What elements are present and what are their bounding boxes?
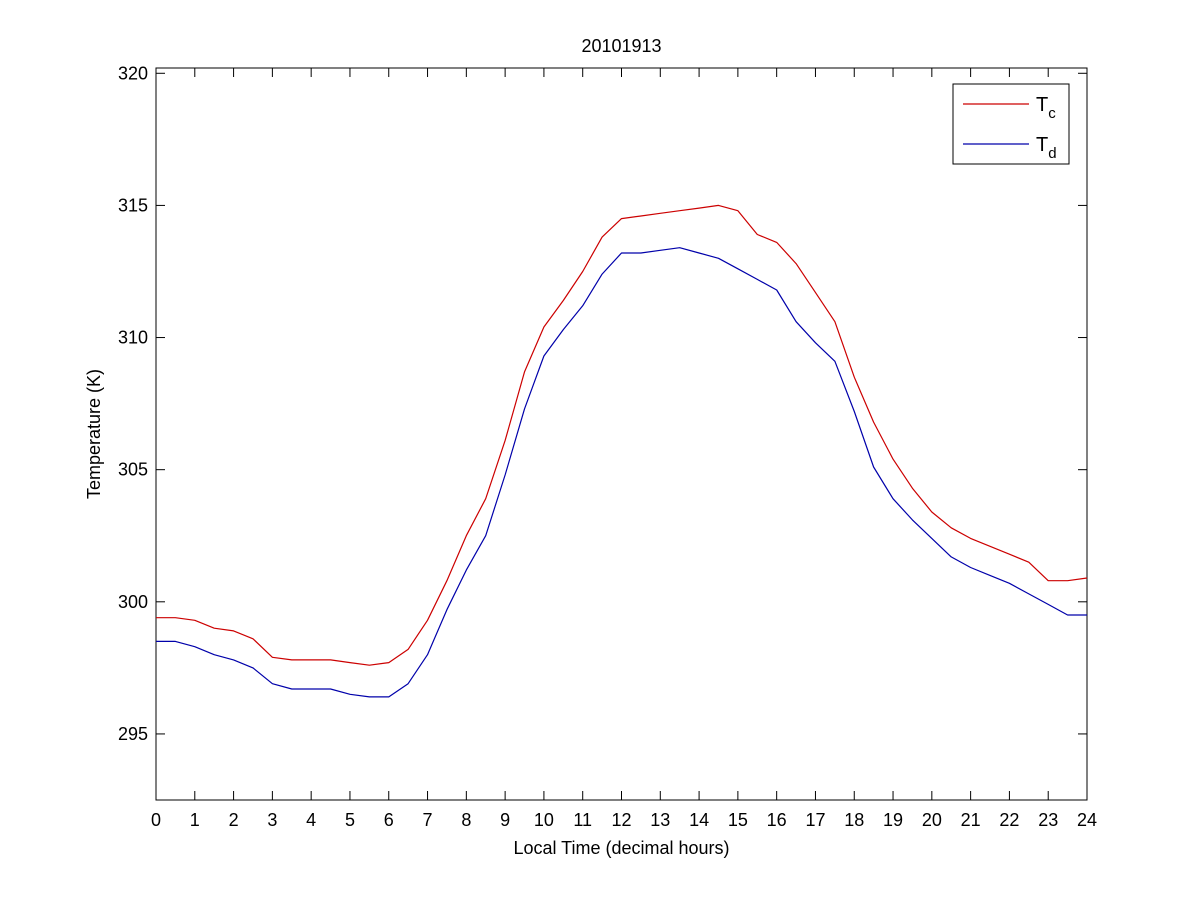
series-line-d xyxy=(156,247,1087,698)
x-tick-label: 11 xyxy=(573,810,592,830)
y-tick-label: 300 xyxy=(118,592,148,612)
legend-box xyxy=(952,83,1070,165)
legend-label-d: Td xyxy=(1036,134,1057,162)
y-axis: 295 300 305 310 315 320 xyxy=(118,63,1087,744)
x-tick-label: 22 xyxy=(999,810,1019,830)
legend-label-c: Tc xyxy=(1036,94,1056,122)
y-axis-label: Temperature (K) xyxy=(84,369,104,499)
series-line-c xyxy=(156,204,1088,666)
x-tick-label: 4 xyxy=(306,810,316,830)
x-tick-label: 3 xyxy=(267,810,277,830)
x-axis: 0 1 2 3 4 5 6 7 8 9 10 11 12 13 14 15 16 17 18 19 20 21 22 23 24 xyxy=(151,68,1097,830)
y-tick-label: 315 xyxy=(118,195,148,215)
x-tick-label: 12 xyxy=(611,810,631,830)
x-tick-label: 18 xyxy=(844,810,864,830)
x-tick-label: 1 xyxy=(190,810,200,830)
x-tick-label: 19 xyxy=(883,810,903,830)
x-tick-label: 17 xyxy=(805,810,825,830)
x-tick-label: 2 xyxy=(229,810,239,830)
y-tick-label: 305 xyxy=(118,460,148,480)
x-tick-label: 0 xyxy=(151,810,161,830)
x-tick-label: 24 xyxy=(1077,810,1097,830)
x-tick-label: 7 xyxy=(423,810,433,830)
chart-title: 20101913 xyxy=(581,36,661,56)
x-tick-label: 15 xyxy=(728,810,748,830)
legend-label-subscript: c xyxy=(1048,105,1056,122)
series-layer xyxy=(156,204,1088,698)
plot-area xyxy=(155,67,1088,801)
x-tick-label: 8 xyxy=(461,810,471,830)
y-tick-label: 320 xyxy=(118,63,148,83)
x-tick-label: 13 xyxy=(650,810,670,830)
x-tick-label: 14 xyxy=(689,810,709,830)
legend-label-subscript: d xyxy=(1048,145,1056,162)
legend-label-main: T xyxy=(1036,134,1048,156)
x-axis-label: Local Time (decimal hours) xyxy=(513,838,729,858)
x-tick-label: 20 xyxy=(922,810,942,830)
x-tick-label: 6 xyxy=(384,810,394,830)
x-tick-label: 23 xyxy=(1038,810,1058,830)
x-tick-label: 5 xyxy=(345,810,355,830)
x-tick-label: 16 xyxy=(767,810,787,830)
y-tick-label: 295 xyxy=(118,724,148,744)
y-tick-label: 310 xyxy=(118,328,148,348)
legend-label-main: T xyxy=(1036,94,1048,116)
x-tick-label: 10 xyxy=(534,810,554,830)
x-tick-label: 21 xyxy=(961,810,981,830)
x-tick-label: 9 xyxy=(500,810,510,830)
